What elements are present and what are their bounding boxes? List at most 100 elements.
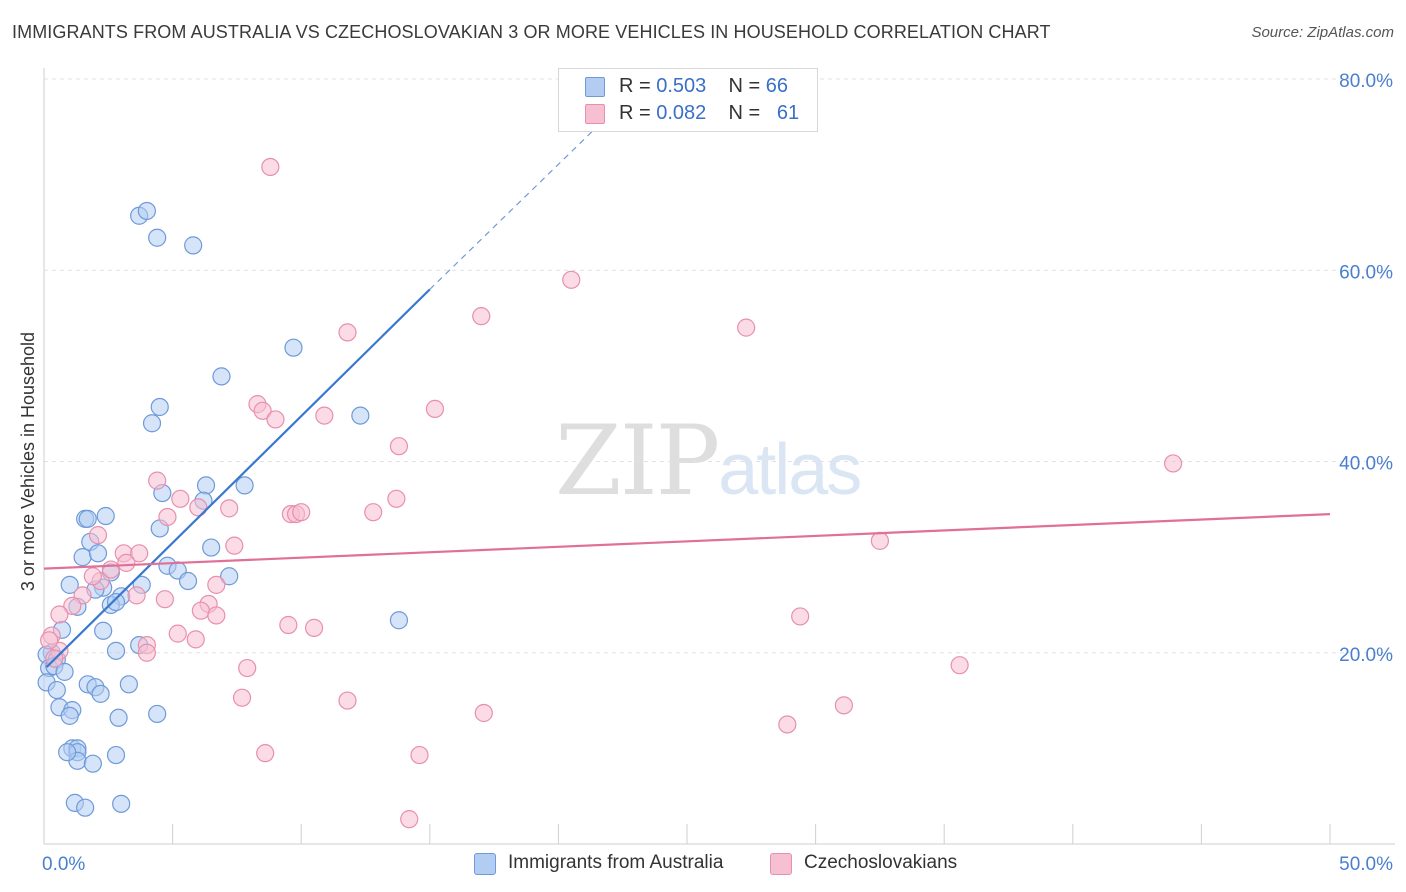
x-tick-label: 50.0% — [1339, 854, 1393, 875]
australia-point — [58, 743, 77, 762]
australia-point — [119, 675, 138, 694]
legend-r-label: R = — [619, 102, 657, 124]
australia-point — [106, 592, 126, 612]
australia-trend-line — [45, 288, 431, 668]
australia-point — [142, 414, 162, 433]
australia-point — [76, 798, 95, 817]
czechoslovakian-point — [400, 810, 419, 829]
czechoslovakian-point — [315, 406, 334, 425]
australia-point — [106, 745, 126, 765]
watermark-atlas: atlas — [718, 430, 862, 510]
bottom-legend-swatch-australia — [474, 853, 496, 875]
czechoslovakian-point — [1164, 454, 1183, 473]
australia-point — [220, 567, 239, 586]
czechoslovakian-point — [207, 575, 226, 594]
czechoslovakian-point — [158, 507, 177, 527]
czechoslovakian-point — [155, 590, 174, 609]
czechoslovakian-point — [279, 615, 298, 635]
czechoslovakian-point — [364, 503, 383, 522]
australia-point — [150, 397, 169, 417]
czechoslovakian-point — [292, 503, 311, 522]
australia-point — [351, 406, 370, 425]
czechoslovakian-point — [562, 270, 581, 289]
legend-swatch-australia — [585, 77, 605, 97]
czechoslovakian-point — [266, 410, 285, 429]
czechoslovakian-point — [870, 531, 890, 550]
czechoslovakian-point — [238, 658, 257, 678]
legend-r-label: R = — [619, 75, 657, 97]
czechoslovakian-point — [791, 607, 810, 626]
czechoslovakian-point — [50, 605, 69, 624]
australia-point — [212, 367, 231, 386]
legend-n-value: 66 — [765, 75, 789, 97]
australia-point — [73, 548, 92, 567]
australia-point — [112, 794, 131, 813]
australia-point — [94, 621, 113, 640]
australia-point — [83, 754, 102, 773]
australia-point — [148, 228, 167, 247]
czechoslovakian-point — [410, 745, 429, 765]
czechoslovakian-point — [834, 696, 853, 715]
australia-point — [91, 684, 110, 703]
y-tick-label: 60.0% — [1339, 262, 1393, 283]
czechoslovakian-point — [191, 601, 210, 620]
czechoslovakian-point — [168, 624, 187, 643]
australia-point — [106, 641, 126, 660]
czechoslovakian-point — [63, 596, 82, 615]
y-axis-title: 3 or more Vehicles in Household — [18, 332, 38, 591]
australia-point — [178, 571, 198, 591]
czechoslovakian-point — [737, 318, 756, 337]
y-tick-label: 80.0% — [1339, 71, 1393, 92]
australia-point — [389, 611, 409, 630]
czechoslovakian-trend-line — [43, 512, 1331, 570]
czechoslovakian-point — [338, 691, 357, 710]
australia-point — [55, 662, 74, 681]
y-tick-label: 20.0% — [1339, 645, 1393, 666]
x-tick-label: 0.0% — [42, 854, 85, 875]
legend-n-label: N = — [728, 75, 766, 97]
australia-point — [109, 708, 128, 727]
czechoslovakian-point — [261, 157, 280, 177]
australia-point — [60, 706, 79, 725]
australia-point — [284, 338, 303, 357]
australia-point — [196, 476, 216, 495]
australia-point — [148, 704, 167, 724]
legend-r-value: 0.082 — [656, 102, 707, 124]
legend-n-value: 61 — [776, 102, 800, 124]
legend-n-label: N = — [728, 102, 766, 124]
czechoslovakian-point — [83, 567, 102, 586]
bottom-legend-swatch-czechoslovakians — [770, 853, 792, 875]
czechoslovakian-point — [101, 560, 120, 579]
czechoslovakian-point — [387, 489, 406, 508]
czechoslovakian-point — [225, 536, 244, 555]
australia-point — [88, 544, 108, 563]
czechoslovakian-point — [207, 606, 226, 625]
czechoslovakian-point — [88, 526, 108, 545]
legend-swatch-czechoslovakians — [585, 104, 605, 124]
czechoslovakian-point — [474, 703, 493, 723]
czechoslovakian-point — [40, 631, 59, 650]
czechoslovakian-point — [186, 630, 205, 649]
czechoslovakian-point — [171, 489, 190, 508]
australia-point — [60, 575, 79, 594]
australia-point — [137, 201, 156, 221]
correlation-legend: R = 0.503 N = 66 R = 0.082 N = 61 — [558, 68, 818, 132]
czechoslovakian-point — [130, 544, 149, 563]
czechoslovakian-point — [189, 498, 208, 517]
czechoslovakian-point — [256, 744, 275, 763]
australia-point — [235, 476, 254, 495]
australia-point — [78, 509, 97, 528]
czechoslovakian-point — [338, 323, 357, 342]
australia-trend-extension — [429, 126, 598, 290]
chart-title: IMMIGRANTS FROM AUSTRALIA VS CZECHOSLOVA… — [12, 22, 1051, 42]
czechoslovakian-point — [137, 643, 156, 662]
source-credit: Source: ZipAtlas.com — [1251, 24, 1394, 41]
czechoslovakian-point — [472, 307, 491, 326]
czechoslovakian-point — [950, 656, 969, 675]
czechoslovakian-point — [778, 715, 797, 734]
australia-point — [202, 538, 221, 557]
czechoslovakian-point — [148, 471, 167, 490]
czechoslovakian-point — [304, 618, 324, 637]
czechoslovakian-point — [232, 688, 252, 707]
